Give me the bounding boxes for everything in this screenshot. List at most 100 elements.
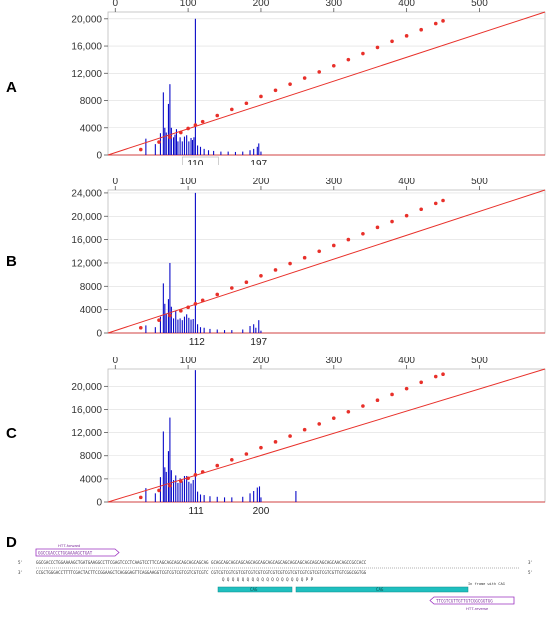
y-tick-label: 12,000 <box>71 258 102 269</box>
peak-size-label: 110 <box>187 159 203 165</box>
size-standard-point <box>273 440 278 444</box>
y-tick-label: 8000 <box>80 451 103 462</box>
size-standard-point <box>168 484 172 488</box>
y-tick-label: 12,000 <box>71 69 102 80</box>
size-standard-point <box>186 126 190 131</box>
size-standard-point <box>200 470 205 474</box>
size-standard-line <box>107 368 546 503</box>
three-prime-bottom: 3' <box>18 570 23 575</box>
size-standard-point <box>168 135 172 140</box>
orf-left-label: CAG <box>250 587 258 592</box>
size-standard-point <box>331 63 336 68</box>
y-tick-label: 24,000 <box>71 188 102 199</box>
size-standard-point <box>179 479 183 483</box>
x-tick-label: 200 <box>253 0 270 9</box>
y-tick-label: 20,000 <box>71 14 102 25</box>
orf-right-label: CAG <box>376 587 384 592</box>
sequence-map: HTT-forward GGCCGACCCTGGAAAAGCTGAT 5' GG… <box>18 543 533 611</box>
primer-reverse-arrow <box>429 596 515 605</box>
orf-bar-left <box>217 586 293 593</box>
x-tick-label: 500 <box>471 357 488 366</box>
size-standard-point <box>441 19 445 23</box>
size-standard-point <box>390 219 394 224</box>
x-tick-label: 300 <box>325 178 342 187</box>
primer-reverse-seq: TTCGTCGTTGTTGTCGGCGGTGG <box>436 599 493 604</box>
x-tick-label: 500 <box>471 0 488 9</box>
size-standard-point <box>259 274 263 278</box>
peak-size-label: 197 <box>250 159 267 165</box>
chart-c: 0 4000 8000 12,000 16,000 20,000 0 100 200 300 400… <box>0 357 550 522</box>
y-tick-label: 16,000 <box>71 42 102 53</box>
size-standard-point <box>361 51 365 56</box>
y-tick-label: 20,000 <box>71 382 102 393</box>
chart-b: 0 4000 8000 12,000 16,000 20,000 24,000 0 100 200… <box>0 178 550 348</box>
x-tick-label: 100 <box>180 357 197 366</box>
y-tick-label: 0 <box>96 151 102 162</box>
size-standard-point <box>193 123 198 127</box>
size-standard-point <box>259 94 263 99</box>
size-standard-point <box>419 27 423 32</box>
size-standard-point <box>346 57 351 62</box>
size-standard-point <box>244 280 249 285</box>
y-tick-label: 8000 <box>80 96 103 107</box>
size-standard-point <box>317 70 322 74</box>
x-tick-label: 400 <box>398 178 415 187</box>
size-standard-point <box>361 231 365 236</box>
size-standard-point <box>273 88 278 93</box>
panel-label-c: C <box>6 425 17 442</box>
size-standard-point <box>375 45 380 50</box>
size-standard-point <box>138 325 143 330</box>
size-standard-point <box>230 457 234 462</box>
seq-bottom-strand: CCGCTGGGACCTTTTCGACTACTTCCGGAAGCTCAGGGAG… <box>36 570 367 575</box>
y-tick-label: 16,000 <box>71 235 102 246</box>
size-standard-point <box>288 434 292 438</box>
peak-size-label: 111 <box>189 506 205 517</box>
size-standard-point <box>302 255 307 260</box>
size-standard-point <box>168 313 172 318</box>
size-standard-point <box>331 416 336 420</box>
size-standard-point <box>186 305 190 310</box>
size-standard-point <box>361 404 365 408</box>
size-standard-point <box>404 386 409 391</box>
size-standard-point <box>186 476 190 481</box>
size-standard-point <box>375 398 380 403</box>
peak-size-label: 200 <box>253 506 270 517</box>
size-standard-point <box>433 374 438 379</box>
x-tick-label: 500 <box>471 178 488 187</box>
chart-c-svg: 0 4000 8000 12,000 16,000 20,000 0 100 200 300 400… <box>71 357 546 517</box>
size-standard-point <box>317 249 322 254</box>
y-tick-label: 0 <box>96 329 102 340</box>
size-standard-point <box>138 495 143 500</box>
size-standard-point <box>230 286 234 290</box>
size-standard-point <box>215 113 220 118</box>
x-tick-label: 200 <box>253 357 270 366</box>
chart-a: 0 4000 8000 12,000 16,000 20,000 0 100 200 300 400… <box>0 0 550 165</box>
primer-forward-arrow <box>35 548 120 557</box>
size-standard-point <box>138 147 143 152</box>
size-standard-point <box>157 488 161 493</box>
inframe-note: In frame with CAG <box>468 582 505 586</box>
y-tick-label: 4000 <box>80 123 103 134</box>
primer-forward-seq: GGCCGACCCTGGAAAAGCTGAT <box>38 551 93 556</box>
x-tick-label: 100 <box>180 178 197 187</box>
peak-size-label: 197 <box>250 337 267 348</box>
chart-a-svg: 0 4000 8000 12,000 16,000 20,000 0 100 200 300 400… <box>71 0 546 165</box>
size-standard-point <box>404 213 409 218</box>
size-standard-point <box>200 298 205 303</box>
seq-top-strand: GGCGACCCTGGAAAAGCTGATGAAGGCCTTCGAGTCCCTC… <box>36 560 367 565</box>
y-tick-label: 8000 <box>80 282 103 293</box>
size-standard-point <box>331 243 336 248</box>
size-standard-point <box>244 101 249 106</box>
x-tick-label: 0 <box>113 357 119 366</box>
size-standard-point <box>317 422 322 426</box>
size-standard-point <box>302 427 307 432</box>
size-standard-point <box>273 268 278 272</box>
x-tick-label: 100 <box>180 0 197 9</box>
x-tick-label: 200 <box>253 178 270 187</box>
size-standard-point <box>390 392 394 397</box>
size-standard-point <box>302 76 307 80</box>
size-standard-point <box>375 225 380 230</box>
size-standard-point <box>215 463 220 468</box>
primer-forward-name: HTT-forward <box>58 543 80 548</box>
y-tick-label: 4000 <box>80 474 103 485</box>
